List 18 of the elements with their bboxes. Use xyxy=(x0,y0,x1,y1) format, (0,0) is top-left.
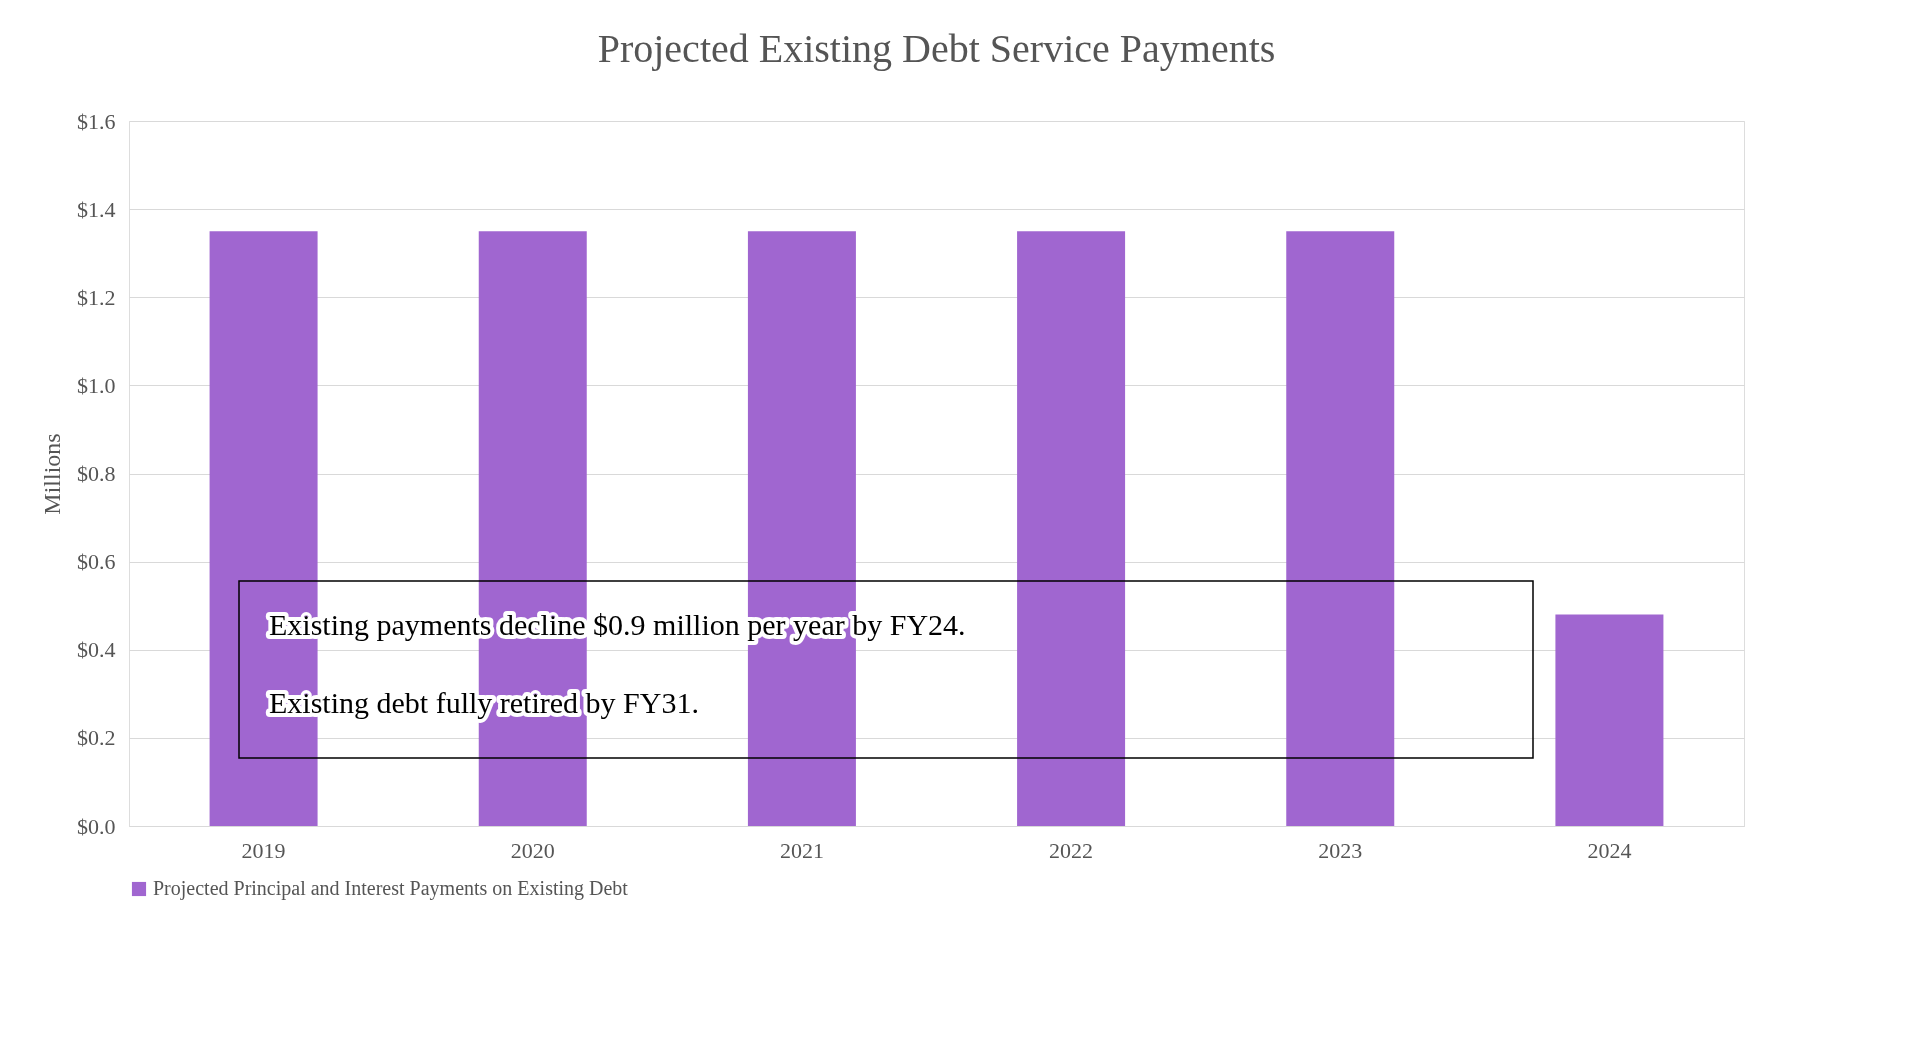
y-tick-label: $0.6 xyxy=(77,549,116,575)
y-tick-label: $1.4 xyxy=(77,196,116,222)
y-tick-label: $0.8 xyxy=(77,461,116,486)
x-tick-label: 2022 xyxy=(1049,837,1094,863)
y-axis-title: Millions xyxy=(39,433,65,515)
x-tick-label: 2024 xyxy=(1587,837,1632,863)
y-tick-label: $0.0 xyxy=(77,813,116,839)
y-tick-label: $0.2 xyxy=(77,725,116,751)
chart-title: Projected Existing Debt Service Payments xyxy=(597,26,1276,71)
x-tick-label: 2019 xyxy=(241,837,286,863)
x-tick-label: 2021 xyxy=(779,837,824,863)
y-tick-label: $1.2 xyxy=(77,284,116,310)
legend-label: Projected Principal and Interest Payments on Existing Debt xyxy=(153,877,629,900)
y-tick-label: $1.0 xyxy=(77,372,116,398)
x-tick-label: 2023 xyxy=(1318,837,1363,863)
x-tick-label: 2020 xyxy=(510,837,555,863)
y-tick-label: $0.4 xyxy=(77,637,116,663)
y-tick-label: $1.6 xyxy=(77,108,116,134)
